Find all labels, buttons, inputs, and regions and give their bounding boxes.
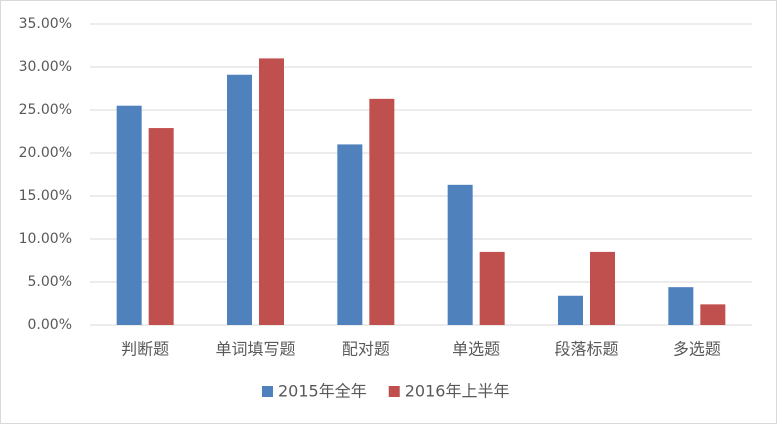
bar — [668, 287, 694, 325]
y-tick-label: 30.00% — [19, 59, 72, 75]
bar — [369, 98, 395, 325]
x-tick-label: 判断题 — [121, 340, 169, 359]
legend-swatch — [262, 386, 273, 397]
bar — [148, 128, 174, 325]
y-tick-label: 0.00% — [28, 317, 72, 333]
bar — [590, 251, 615, 325]
legend-label: 2015年全年 — [278, 382, 367, 401]
y-tick-label: 10.00% — [19, 231, 72, 247]
x-tick-label: 单选题 — [452, 340, 500, 359]
bar — [259, 58, 284, 326]
legend-swatch — [388, 386, 400, 397]
y-tick-label: 5.00% — [28, 274, 72, 290]
bar — [558, 295, 583, 325]
y-tick-label: 20.00% — [19, 145, 72, 161]
bar — [116, 105, 142, 325]
y-tick-label: 35.00% — [19, 16, 72, 32]
y-tick-label: 15.00% — [19, 188, 72, 204]
bar — [447, 184, 473, 325]
legend-label: 2016年上半年 — [405, 382, 510, 401]
x-tick-label: 单词填写题 — [215, 340, 295, 359]
bar — [700, 304, 726, 325]
x-tick-label: 段落标题 — [554, 340, 618, 359]
x-tick-label: 配对题 — [342, 340, 390, 359]
y-tick-label: 25.00% — [19, 102, 72, 118]
bar — [337, 144, 363, 325]
bar — [227, 74, 252, 326]
bar — [479, 251, 505, 325]
x-tick-label: 多选题 — [673, 340, 721, 359]
